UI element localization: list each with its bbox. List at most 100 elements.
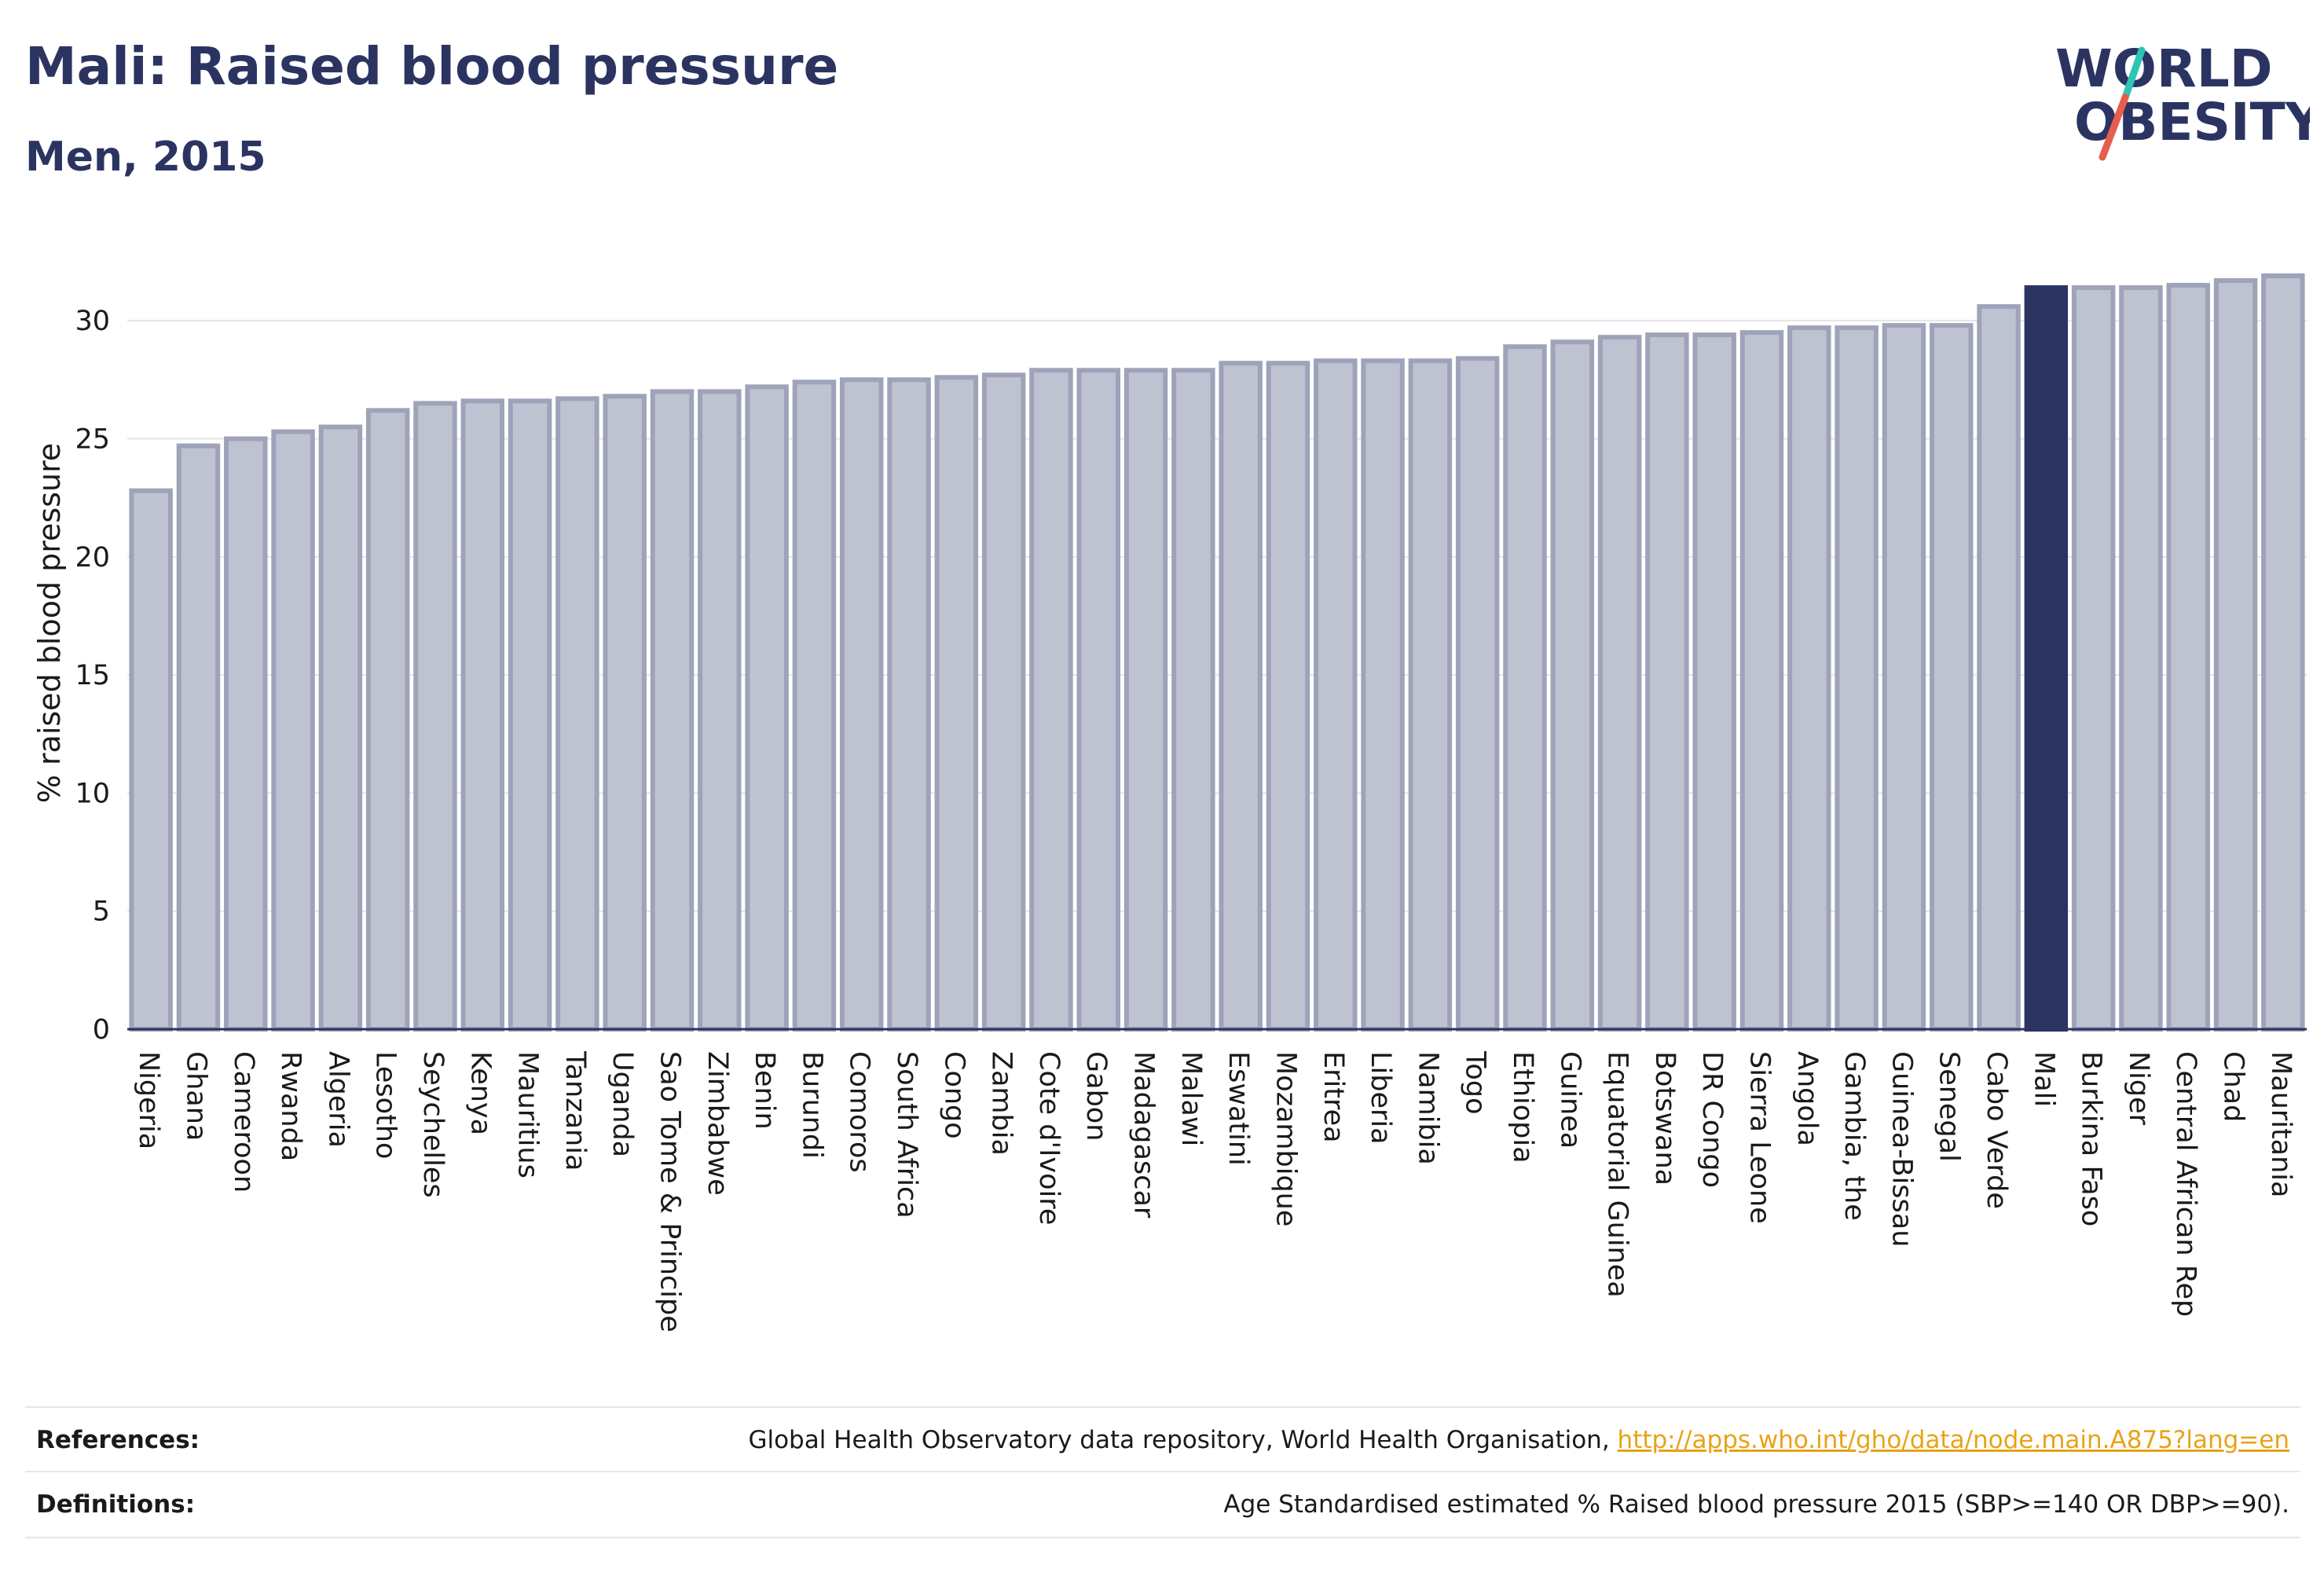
x-tick-label: Sao Tome & Principe xyxy=(654,1051,686,1332)
bar xyxy=(129,488,173,1032)
bar xyxy=(603,394,647,1032)
x-tick-label: Madagascar xyxy=(1128,1051,1160,1219)
bar xyxy=(2071,285,2116,1032)
bar xyxy=(365,408,410,1032)
definitions-row: Definitions: Age Standardised estimated … xyxy=(25,1471,2300,1537)
bar xyxy=(1787,325,1831,1032)
world-obesity-logo: WORLD OBESITY xyxy=(2055,38,2310,161)
bar xyxy=(1266,361,1310,1032)
x-tick-label: Mauritania xyxy=(2265,1051,2297,1197)
bar xyxy=(1977,304,2021,1032)
x-tick-label: Gabon xyxy=(1080,1051,1112,1141)
x-tick-label: Malawi xyxy=(1175,1051,1207,1146)
references-link[interactable]: http://apps.who.int/gho/data/node.main.A… xyxy=(1617,1426,2289,1454)
bar xyxy=(1029,368,1073,1032)
bar xyxy=(981,372,1026,1032)
bar xyxy=(555,396,599,1032)
x-tick-label: Liberia xyxy=(1365,1051,1396,1145)
y-tick-label: 0 xyxy=(93,1014,110,1046)
y-tick-label: 5 xyxy=(93,896,110,928)
chart-title: Mali: Raised blood pressure xyxy=(25,36,839,97)
references-text: Global Health Observatory data repositor… xyxy=(748,1426,2300,1454)
x-tick-label: Algeria xyxy=(322,1051,354,1148)
bar xyxy=(1361,358,1405,1032)
x-tick-label: Rwanda xyxy=(275,1051,306,1161)
bar xyxy=(508,398,552,1032)
x-tick-label: Benin xyxy=(749,1051,780,1130)
bar xyxy=(2213,278,2258,1032)
references-source: Global Health Observatory data repositor… xyxy=(748,1426,1618,1454)
bar xyxy=(176,443,221,1032)
bar xyxy=(1835,325,1879,1032)
bar xyxy=(1314,358,1358,1032)
x-tick-label: Cabo Verde xyxy=(1981,1051,2012,1209)
y-tick-label: 15 xyxy=(75,660,110,691)
x-tick-label: Zimbabwe xyxy=(702,1051,733,1196)
bar xyxy=(460,398,505,1032)
x-tick-label: Burundi xyxy=(796,1051,827,1159)
bar xyxy=(792,379,837,1032)
x-tick-label: Equatorial Guinea xyxy=(1602,1051,1633,1298)
bar xyxy=(2261,273,2305,1032)
logo-line1: WORLD xyxy=(2055,38,2273,99)
logo-slash-teal xyxy=(2121,46,2146,101)
bar xyxy=(318,424,363,1032)
bar xyxy=(2119,285,2163,1032)
bar xyxy=(839,377,884,1032)
bar xyxy=(224,436,268,1032)
bar xyxy=(1408,358,1453,1032)
bar xyxy=(1171,368,1215,1032)
footer-bottom-rule xyxy=(25,1537,2300,1538)
x-tick-label: Comoros xyxy=(844,1051,875,1173)
x-tick-label: Uganda xyxy=(607,1051,638,1157)
bar xyxy=(1076,368,1120,1032)
bar-chart: 0 5 10 15 20 25 30 Nigeria Ghana Cameroon Rwanda Al… xyxy=(32,273,2307,1332)
bar xyxy=(698,389,742,1032)
bar xyxy=(1739,330,1784,1032)
x-tick-label: Senegal xyxy=(1934,1051,1965,1162)
x-tick-label: Congo xyxy=(938,1051,970,1139)
bar xyxy=(745,384,789,1032)
bar xyxy=(1503,344,1547,1032)
x-tick-label: Guinea xyxy=(1554,1051,1585,1149)
chart-subtitle: Men, 2015 xyxy=(25,134,266,181)
x-tick-label: Mali xyxy=(2028,1051,2059,1107)
bar xyxy=(1597,335,1642,1032)
x-tick-label: Nigeria xyxy=(133,1051,164,1149)
bar xyxy=(1929,323,1974,1032)
x-tick-label: Chad xyxy=(2218,1051,2249,1122)
bar-highlight xyxy=(2024,285,2069,1032)
bar xyxy=(1692,332,1736,1032)
x-tick-label: Cote d'Ivoire xyxy=(1033,1051,1065,1225)
y-tick-label: 30 xyxy=(75,306,110,337)
definitions-text: Age Standardised estimated % Raised bloo… xyxy=(1223,1490,2289,1519)
x-tick-label: Zambia xyxy=(986,1051,1017,1156)
x-tick-label: Tanzania xyxy=(559,1050,591,1171)
x-tick-label: Togo xyxy=(1460,1050,1491,1114)
x-tick-label: Eritrea xyxy=(1318,1051,1349,1143)
x-tick-label: Eswatini xyxy=(1222,1051,1254,1166)
bar xyxy=(1455,356,1500,1032)
bar xyxy=(1124,368,1168,1032)
x-tick-label: Namibia xyxy=(1412,1051,1443,1165)
bar xyxy=(887,377,931,1032)
references-row: References: Global Health Observatory da… xyxy=(25,1406,2300,1472)
bar xyxy=(1550,339,1595,1032)
x-tick-label: Mauritius xyxy=(512,1051,544,1178)
x-tick-label: Botswana xyxy=(1649,1051,1681,1186)
bar xyxy=(413,401,457,1032)
x-tick-label: Ethiopia xyxy=(1507,1051,1538,1164)
x-tick-label: Sierra Leone xyxy=(1744,1051,1776,1224)
x-tick-label: Ghana xyxy=(180,1051,211,1141)
bar xyxy=(934,375,979,1032)
y-axis-label: % raised blood pressure xyxy=(32,443,67,804)
axes: 0 5 10 15 20 25 30 Nigeria Ghana Cameroon Rwanda Al… xyxy=(75,306,2307,1332)
x-tick-label: Cameroon xyxy=(228,1051,259,1193)
bar xyxy=(650,389,695,1032)
bar xyxy=(1882,323,1926,1032)
bar xyxy=(1645,332,1689,1032)
bar xyxy=(2166,283,2210,1032)
bars xyxy=(129,273,2305,1032)
definitions-label: Definitions: xyxy=(36,1490,196,1519)
y-tick-label: 10 xyxy=(75,778,110,809)
